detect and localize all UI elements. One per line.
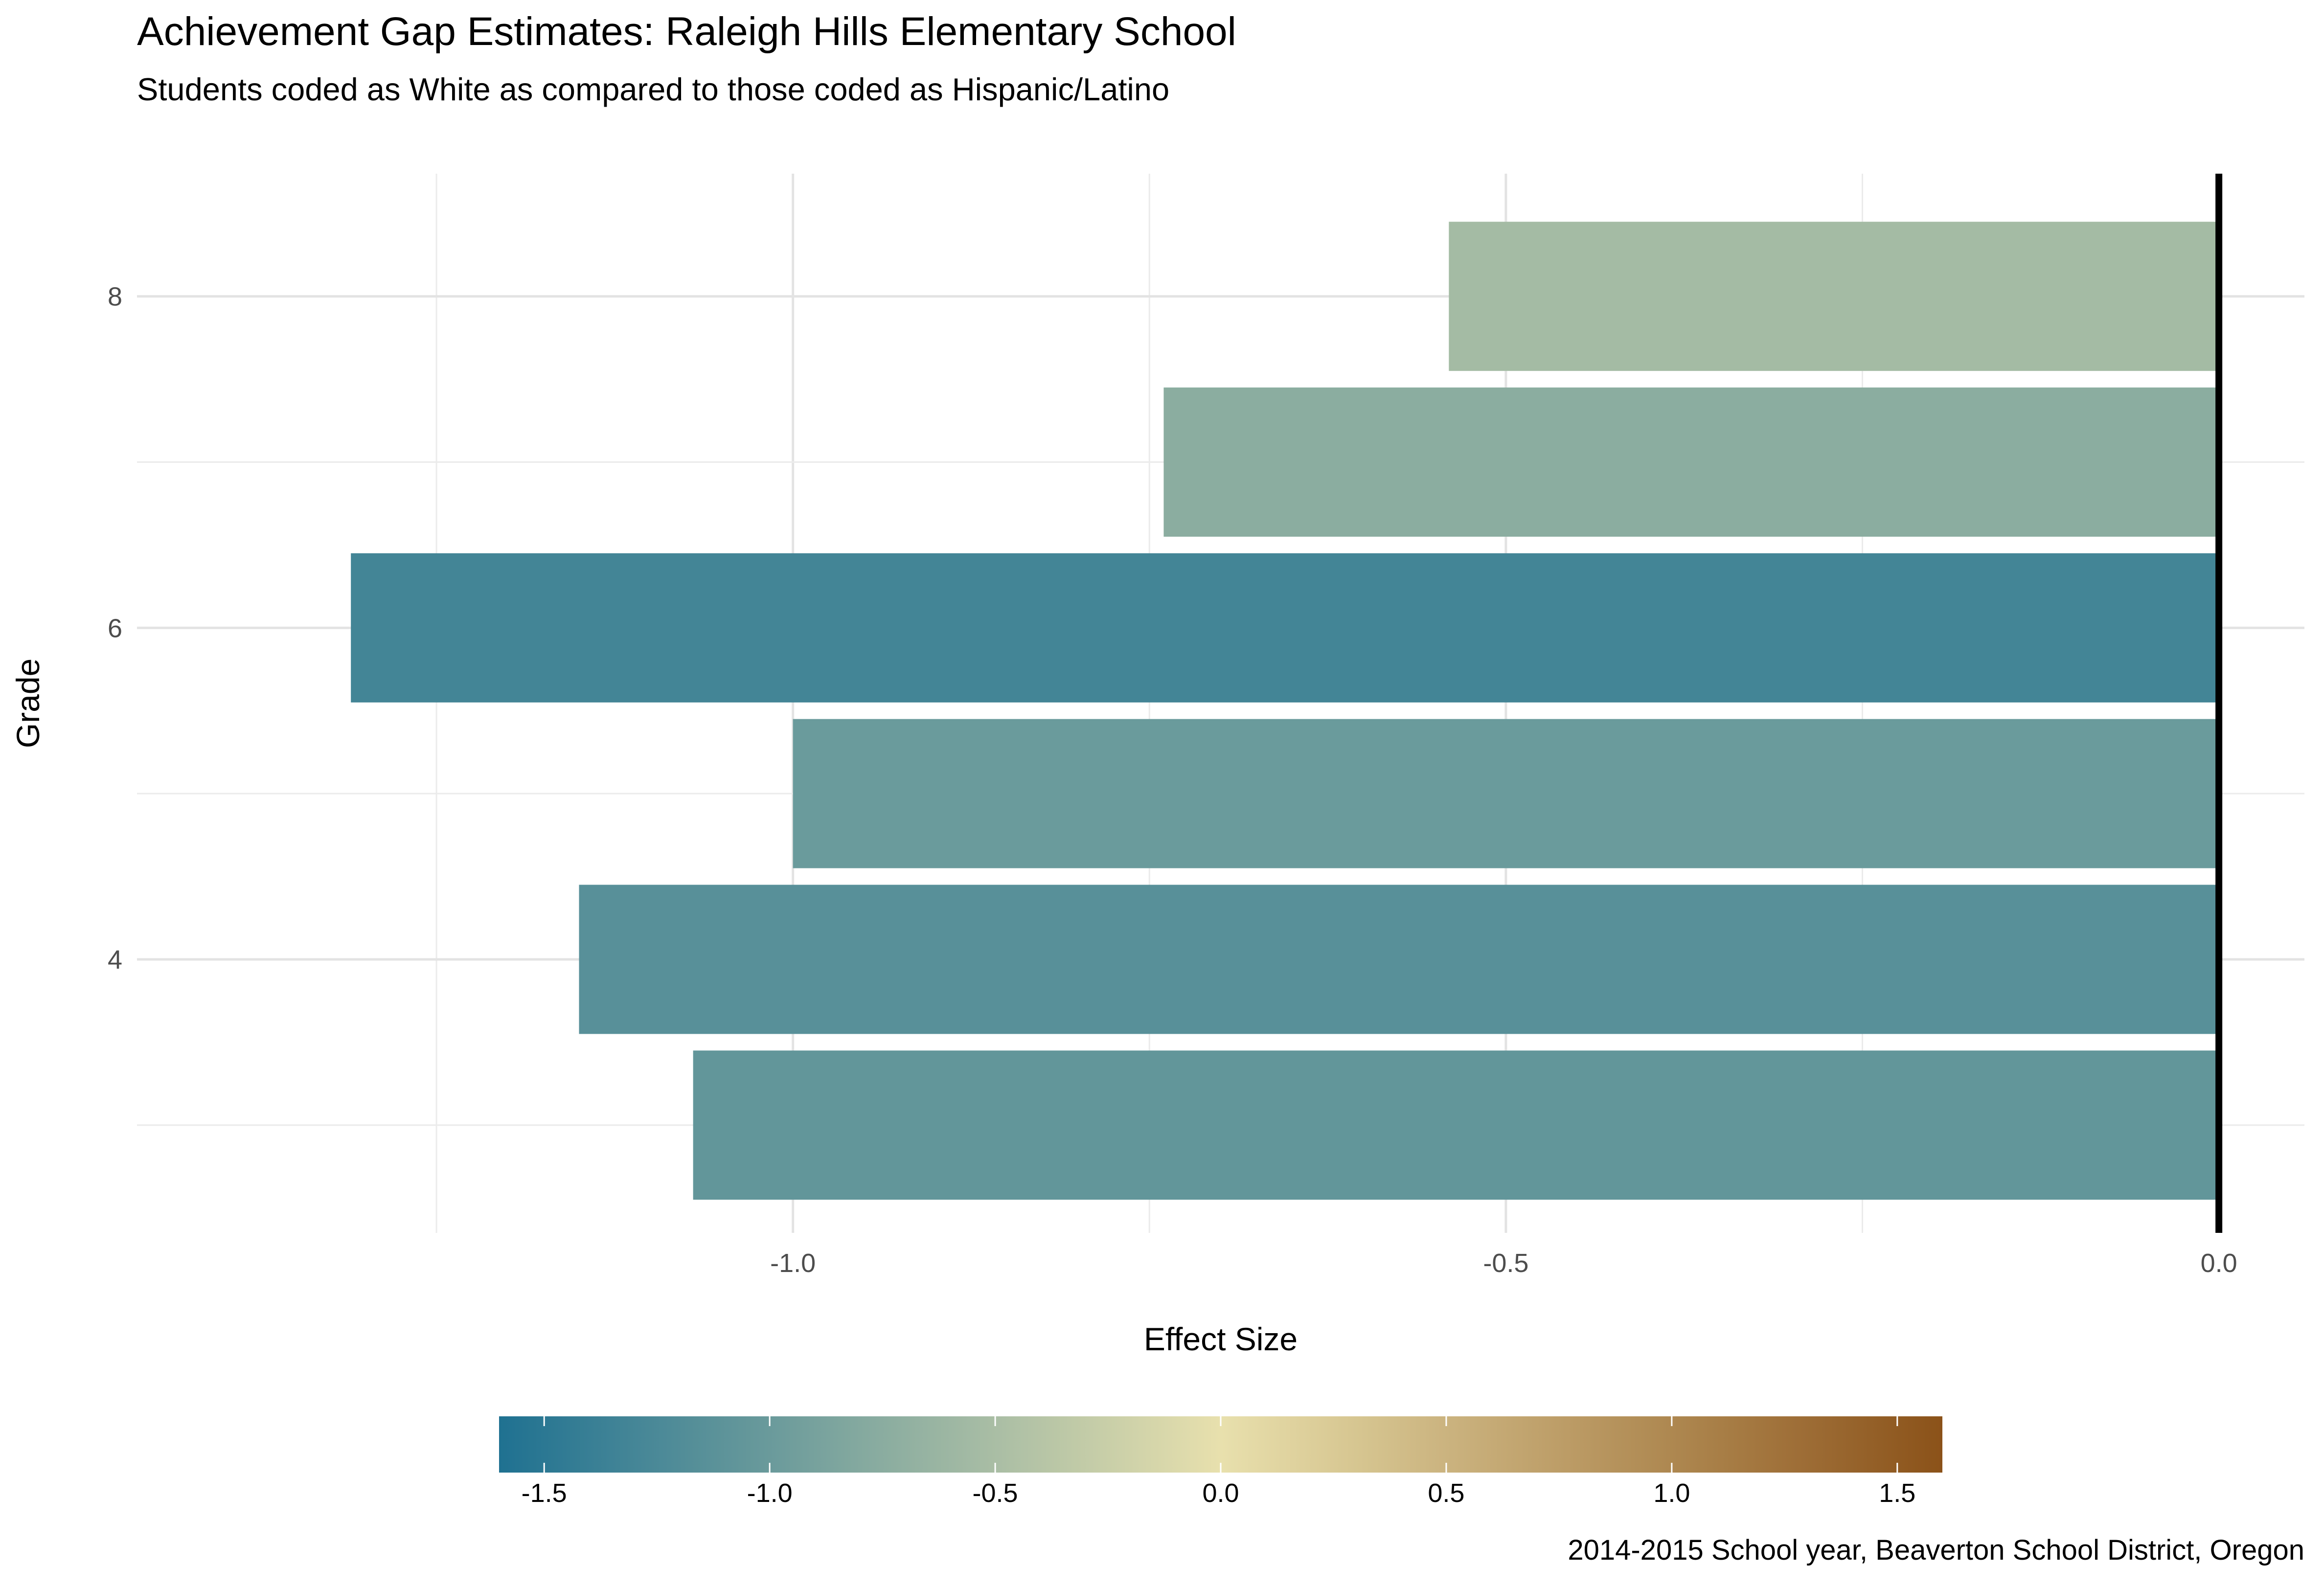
x-tick-label: 0.0 xyxy=(2201,1249,2237,1278)
y-axis-ticks: 4 6 8 xyxy=(108,282,122,975)
x-tick-label: -1.0 xyxy=(770,1249,816,1278)
chart-caption: 2014-2015 School year, Beaverton School … xyxy=(1568,1534,2304,1566)
y-tick-label: 6 xyxy=(108,613,122,643)
x-tick-label: -0.5 xyxy=(1483,1249,1528,1278)
y-tick-label: 8 xyxy=(108,282,122,312)
bar-grade-3 xyxy=(693,1050,2219,1200)
x-axis-title: Effect Size xyxy=(1144,1321,1298,1357)
y-tick-label: 4 xyxy=(108,945,122,975)
y-axis-title: Grade xyxy=(10,659,46,748)
legend-tick-label: -1.0 xyxy=(747,1478,793,1508)
legend-tick-label: -0.5 xyxy=(973,1478,1018,1508)
legend-tick-label: 0.5 xyxy=(1428,1478,1464,1508)
bars xyxy=(351,222,2219,1200)
chart-title: Achievement Gap Estimates: Raleigh Hills… xyxy=(137,9,1236,54)
bar-grade-7 xyxy=(1163,387,2219,537)
legend-tick-label: 1.5 xyxy=(1879,1478,1915,1508)
bar-grade-5 xyxy=(793,719,2219,868)
x-axis-ticks: -1.0 -0.5 0.0 xyxy=(770,1249,2237,1278)
bar-grade-4 xyxy=(579,885,2219,1034)
color-legend: -1.5 -1.0 -0.5 0.0 0.5 1.0 1.5 xyxy=(499,1416,1942,1508)
legend-tick-label: -1.5 xyxy=(522,1478,567,1508)
bar-grade-6 xyxy=(351,553,2219,703)
bar-grade-8 xyxy=(1449,222,2219,371)
legend-tick-label: 0.0 xyxy=(1202,1478,1239,1508)
chart-subtitle: Students coded as White as compared to t… xyxy=(137,71,1170,107)
legend-tick-label: 1.0 xyxy=(1653,1478,1690,1508)
